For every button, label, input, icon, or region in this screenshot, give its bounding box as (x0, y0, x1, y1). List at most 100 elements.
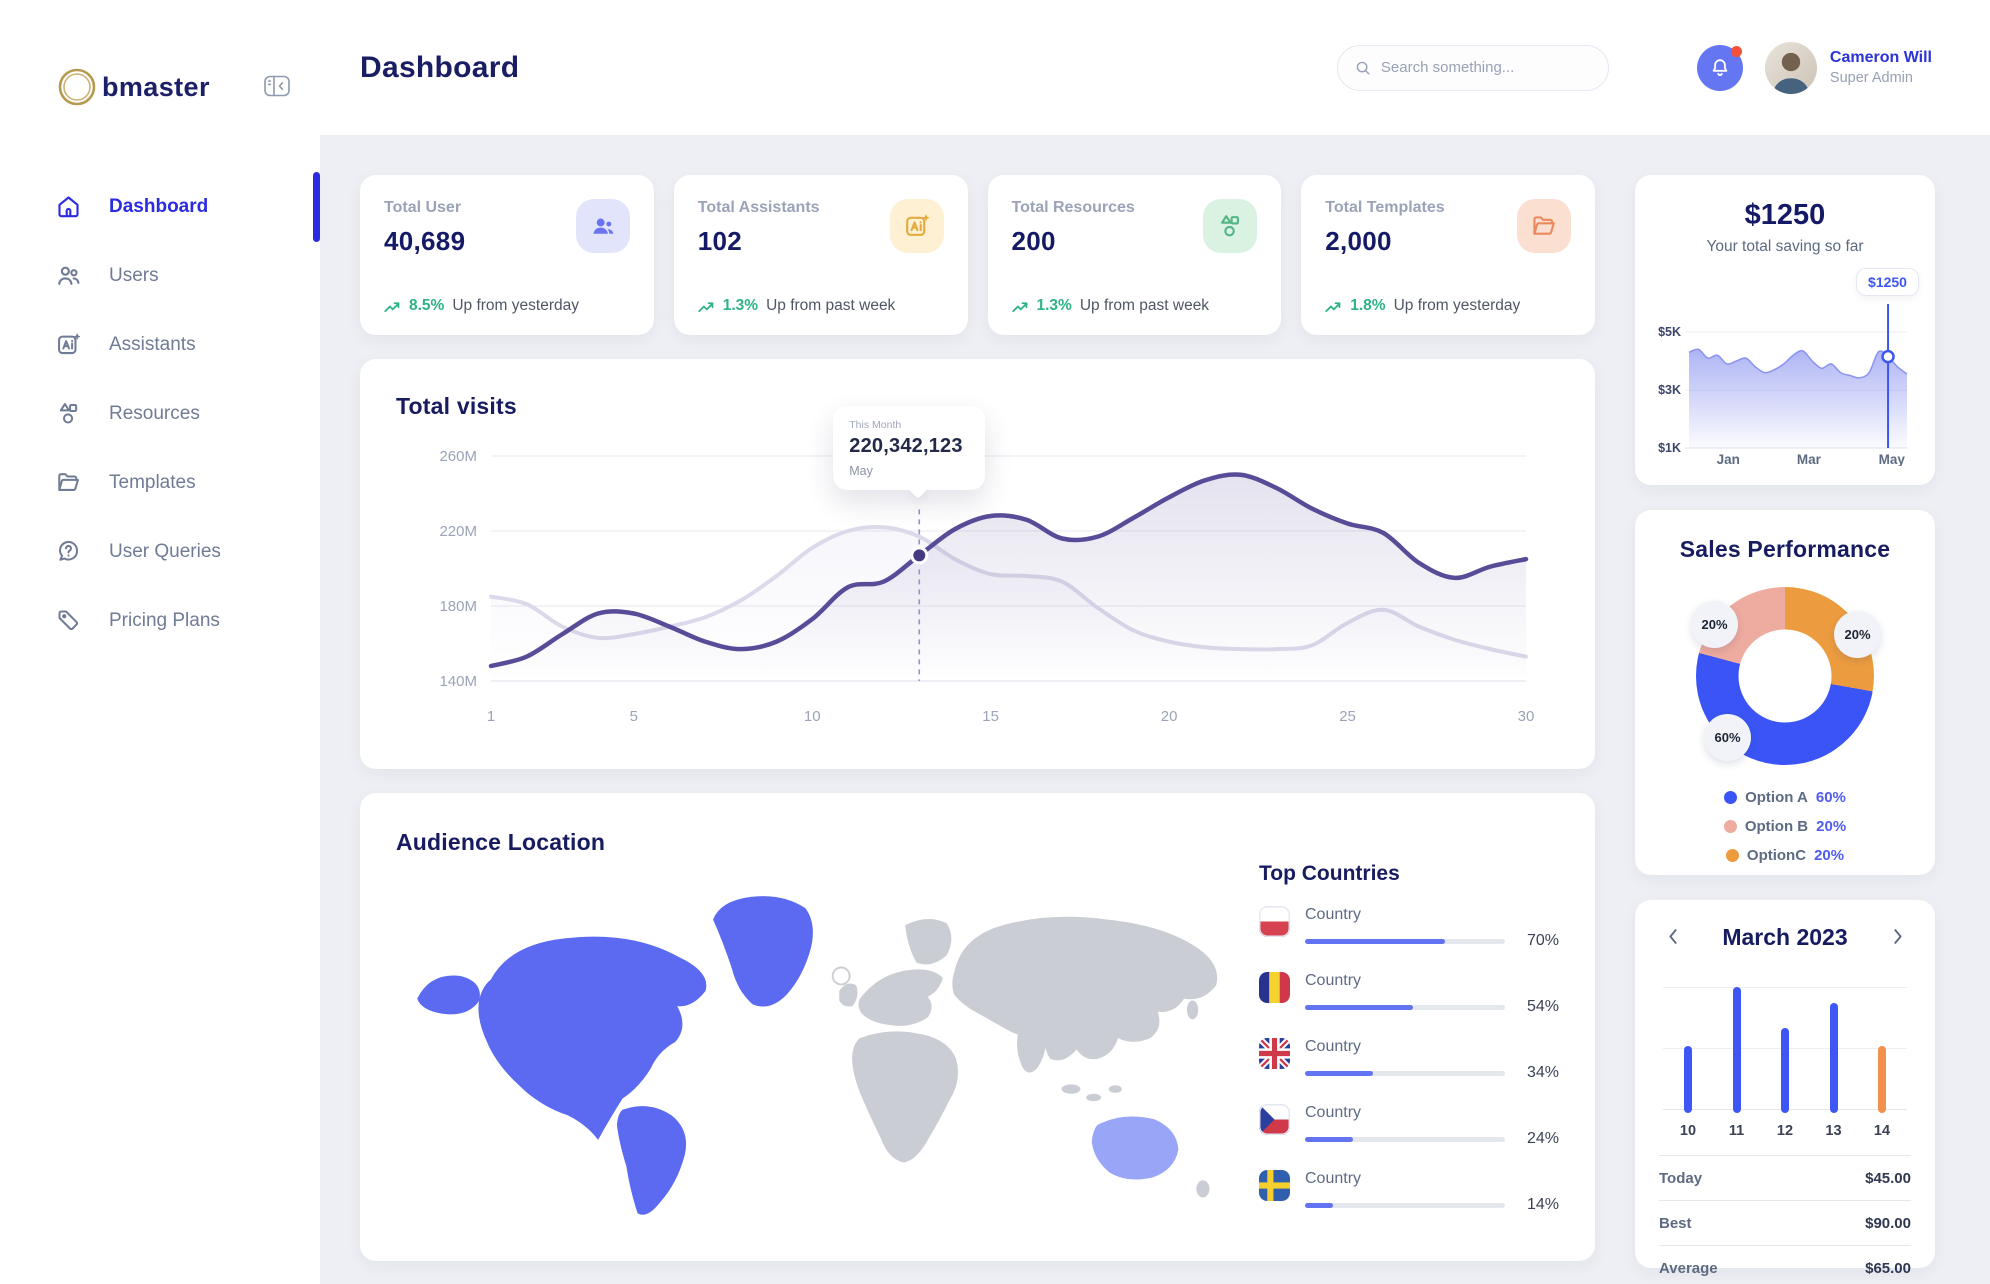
country-name: Country (1305, 1038, 1362, 1055)
svg-text:20: 20 (1161, 708, 1178, 725)
calendar-bar-day-11 (1722, 977, 1752, 1113)
calendar-day-label: 11 (1728, 1123, 1745, 1139)
saving-marker-badge: $1250 (1856, 268, 1919, 296)
user-menu[interactable]: Cameron Will Super Admin (1764, 41, 1932, 94)
summary-row-average: Average $65.00 (1659, 1245, 1911, 1284)
calendar-next-button[interactable] (1885, 925, 1911, 951)
sidebar-item-label: Dashboard (109, 195, 209, 217)
stat-card-total-user: Total User 40,689 8.5% Up from yesterday (360, 175, 654, 335)
shapes-icon (55, 400, 82, 427)
notifications-button[interactable] (1696, 44, 1743, 91)
legend-label: Option A (1745, 789, 1808, 806)
assistant-icon (55, 331, 82, 358)
svg-text:1: 1 (487, 708, 495, 725)
sidebar-item-assistants[interactable]: Assistants (0, 310, 320, 379)
calendar-bar-day-12 (1770, 977, 1800, 1113)
svg-text:$1K: $1K (1658, 441, 1681, 455)
user-group-icon (575, 199, 630, 253)
stat-card-total-assistants: Total Assistants 102 1.3% Up from past week (673, 175, 968, 335)
summary-value: $65.00 (1865, 1259, 1911, 1277)
stat-trend-pct: 8.5% (409, 297, 445, 314)
flag-czech-icon (1258, 1103, 1291, 1136)
sales-performance-card: Sales Performance 60% 20% 20% Option A 60… (1635, 510, 1935, 875)
stat-trend-pct: 1.3% (722, 297, 759, 314)
saving-amount: $1250 (1744, 199, 1826, 231)
stat-label: Total Templates (1325, 199, 1445, 216)
flag-sweden-icon (1259, 1170, 1290, 1201)
top-bar: Dashboard Cameron Will Super Admin (320, 0, 1990, 135)
sidebar-item-label: User Queries (109, 540, 221, 562)
tooltip-value: 220,342,123 (849, 435, 963, 458)
stat-value: 2,000 (1325, 226, 1392, 256)
stat-trend-text: Up from past week (1079, 297, 1210, 314)
folder-open-icon (1517, 199, 1571, 253)
donut-badge-option-a: 60% (1704, 714, 1751, 761)
flag-romania-icon (1259, 972, 1290, 1003)
calendar-day-label: 14 (1873, 1123, 1891, 1139)
trend-up-icon (698, 300, 715, 313)
top-countries-list: Country 70% Country 54% Country 34% Country 24%… (1258, 905, 1559, 1214)
legend-dot-icon (1723, 820, 1737, 833)
search-box[interactable] (1336, 44, 1609, 91)
country-percentage: 54% (1526, 998, 1559, 1015)
legend-label: OptionC (1746, 847, 1807, 864)
search-input[interactable] (1380, 59, 1592, 76)
country-progress-bar (1305, 1136, 1505, 1142)
calendar-day-labels: 10 11 12 13 14 (1673, 1123, 1897, 1139)
summary-row-today: Today $45.00 (1659, 1155, 1911, 1200)
calendar-summary: Today $45.00 Best $90.00 Average $65.00 (1659, 1155, 1911, 1284)
calendar-prev-button[interactable] (1659, 925, 1685, 951)
calendar-day-label: 13 (1825, 1123, 1842, 1139)
stat-value: 102 (697, 226, 743, 256)
legend-percentage: 20% (1814, 847, 1845, 864)
country-percentage: 70% (1526, 932, 1559, 949)
stat-trend-text: Up from yesterday (1393, 297, 1521, 314)
legend-dot-icon (1725, 849, 1739, 862)
legend-item-optionc: OptionC 20% (1725, 847, 1845, 864)
stat-label: Total Assistants (697, 199, 820, 216)
tag-icon (55, 607, 82, 634)
search-icon (1356, 61, 1370, 74)
sidebar-collapse-button[interactable] (262, 73, 292, 101)
sidebar-item-templates[interactable]: Templates (0, 448, 320, 517)
sidebar-item-pricing-plans[interactable]: Pricing Plans (0, 586, 320, 655)
sidebar-item-dashboard[interactable]: Dashboard (0, 171, 320, 242)
sidebar-item-users[interactable]: Users (0, 241, 320, 310)
sidebar-item-label: Assistants (109, 333, 196, 355)
bell-icon (1712, 58, 1728, 76)
flag-uk-icon (1259, 1038, 1290, 1069)
right-column: $1250 Your total saving so far $1250 $5K… (1635, 175, 1935, 1284)
stats-row: Total User 40,689 8.5% Up from yesterday Tot… (360, 175, 1595, 335)
summary-value: $45.00 (1865, 1169, 1911, 1187)
chevron-left-icon (1668, 928, 1677, 944)
trend-up-icon (1011, 300, 1029, 313)
summary-row-best: Best $90.00 (1659, 1200, 1911, 1245)
legend-percentage: 20% (1816, 818, 1847, 835)
saving-caption: Your total saving so far (1706, 238, 1864, 255)
stat-value: 200 (1011, 226, 1056, 256)
country-progress-bar (1305, 1004, 1505, 1010)
brand-ring-icon (58, 68, 96, 106)
summary-label: Best (1659, 1214, 1692, 1232)
summary-label: Today (1659, 1169, 1703, 1187)
folder-icon (55, 469, 82, 496)
summary-value: $90.00 (1865, 1214, 1911, 1232)
sidebar-item-user-queries[interactable]: User Queries (0, 517, 320, 586)
summary-label: Average (1659, 1259, 1718, 1277)
svg-text:220M: 220M (439, 523, 477, 540)
total-visits-card: Total visits 260M 220M 180M 140M 1 5 10 15 20 25 3… (360, 359, 1595, 769)
country-percentage: 14% (1526, 1196, 1559, 1213)
top-countries-title: Top Countries (1259, 862, 1400, 885)
svg-text:30: 30 (1518, 708, 1535, 725)
country-progress-bar (1305, 938, 1505, 944)
country-row-uk: Country 34% (1259, 1038, 1559, 1082)
stat-trend-text: Up from past week (766, 297, 896, 314)
calendar-card: March 2023 10 11 12 13 14 Today $45.00 Best $90… (1635, 900, 1935, 1277)
users-icon (55, 262, 82, 289)
flag-poland-icon (1258, 905, 1291, 938)
svg-text:$3K: $3K (1658, 383, 1681, 397)
sidebar-item-resources[interactable]: Resources (0, 379, 320, 448)
calendar-day-label: 12 (1776, 1123, 1794, 1139)
legend-item-option-b: Option B 20% (1723, 818, 1847, 835)
country-row-poland: Country 70% (1258, 905, 1559, 950)
